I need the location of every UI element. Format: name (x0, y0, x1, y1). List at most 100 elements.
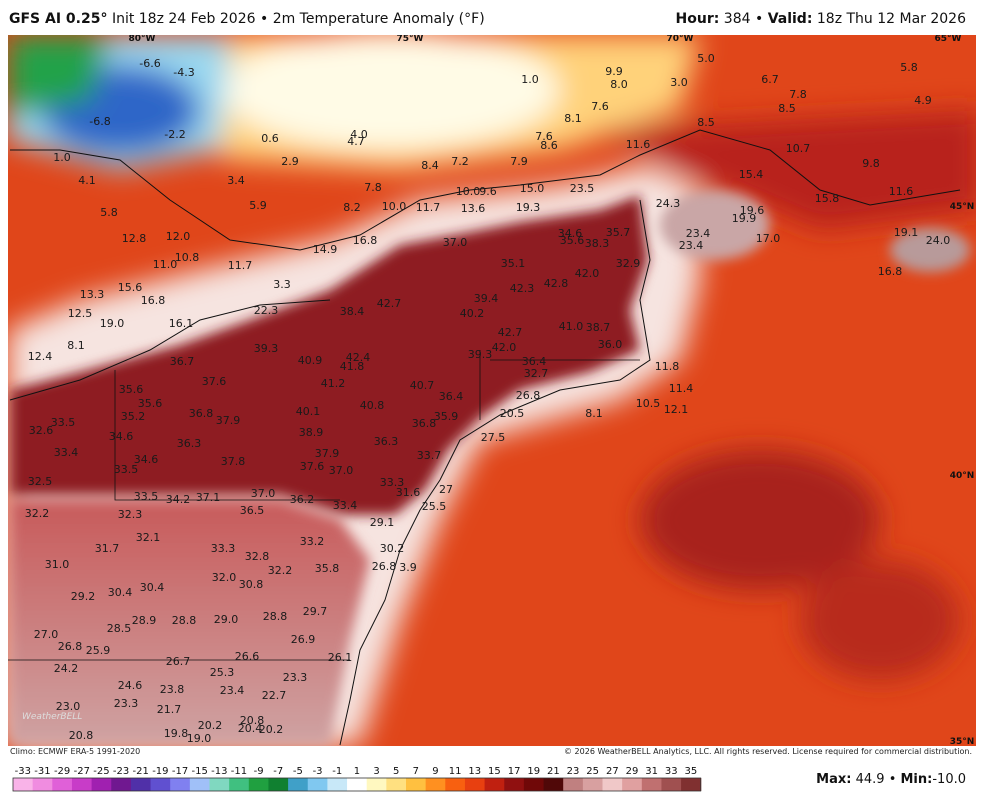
colorbar-label: 33 (665, 766, 678, 777)
map-value: 36.7 (170, 355, 195, 368)
map-value: 30.2 (380, 542, 405, 555)
color-cell (366, 778, 387, 791)
map-value: 36.5 (240, 504, 265, 517)
map-value: 28.8 (172, 614, 197, 627)
colorbar-label: -23 (113, 766, 129, 777)
map-value: 32.1 (136, 531, 161, 544)
map-value: 37.8 (221, 455, 246, 468)
map-value: 35.6 (560, 234, 585, 247)
colorbar-label: -13 (211, 766, 227, 777)
map-value: 19.0 (100, 317, 125, 330)
map-value: 16.1 (169, 317, 194, 330)
map-value: 32.9 (616, 257, 641, 270)
map-value: 24.0 (926, 234, 951, 247)
map-value: 23.5 (570, 182, 595, 195)
colorbar-label: 27 (606, 766, 619, 777)
map-value: 42.7 (498, 326, 523, 339)
map-value: 7.8 (789, 88, 807, 101)
color-cell (268, 778, 289, 791)
map-value: 27 (439, 483, 453, 496)
colorbar-label: 35 (685, 766, 698, 777)
map-value: 12.1 (664, 403, 689, 416)
map-value: 15.6 (118, 281, 143, 294)
map-value: 37.0 (443, 236, 468, 249)
map-value: 29.2 (71, 590, 96, 603)
color-cell (406, 778, 427, 791)
colorbar-label: -15 (192, 766, 208, 777)
map-value: 37.9 (216, 414, 241, 427)
map-value: 42.8 (544, 277, 569, 290)
map-value: 40.2 (460, 307, 485, 320)
map-value: 35.8 (315, 562, 340, 575)
map-value: 5.8 (100, 206, 118, 219)
map-value: 32.3 (118, 508, 143, 521)
map-value: 32.7 (524, 367, 549, 380)
map-value: 7.9 (510, 155, 528, 168)
map-value: 42.0 (575, 267, 600, 280)
colorbar-label: 17 (508, 766, 521, 777)
map-value: 33.5 (51, 416, 76, 429)
map-value: 38.3 (585, 237, 610, 250)
map-value: 30.4 (140, 581, 165, 594)
color-cell (523, 778, 545, 791)
map-value: 3.0 (670, 76, 688, 89)
map-value: 30.8 (239, 578, 264, 591)
map-value: 35.7 (606, 226, 631, 239)
colorbar-label: 7 (413, 766, 419, 777)
colorbar-label: -9 (254, 766, 264, 777)
min: -10.0 (932, 772, 966, 787)
map-value: 2.9 (281, 155, 299, 168)
map-value: 35.6 (138, 397, 163, 410)
map-value: 20.8 (240, 714, 265, 727)
colorbar-label: -27 (74, 766, 90, 777)
field: 2m Temperature Anomaly (°F) (272, 11, 485, 27)
map-value: 8.0 (610, 78, 628, 91)
map-value: 15.4 (739, 168, 764, 181)
color-cell (327, 778, 348, 791)
map-value: 36.3 (177, 437, 202, 450)
map-value: 3.4 (227, 174, 245, 187)
color-cell (563, 778, 584, 791)
map-value: 20.2 (198, 719, 223, 732)
map-value: 24.3 (656, 197, 681, 210)
map-value: 24.6 (118, 679, 143, 692)
map-value: 23.4 (679, 239, 704, 252)
color-cell (386, 778, 407, 791)
header-left: GFS AI 0.25° Init 18z 24 Feb 2026 • 2m T… (9, 11, 485, 27)
map-value: 13.3 (80, 288, 105, 301)
map-value: 32.8 (245, 550, 270, 563)
map-value: 42.0 (492, 341, 517, 354)
map-value: 38.4 (340, 305, 365, 318)
map-value: 29.1 (370, 516, 395, 529)
color-cell (229, 778, 250, 791)
map-value: 26.6 (235, 650, 260, 663)
color-cell (32, 778, 53, 791)
map-value: 11.7 (228, 259, 253, 272)
map-value: 28.9 (132, 614, 157, 627)
climo: Climo: ECMWF ERA-5 1991-2020 (10, 747, 141, 756)
color-cell (582, 778, 603, 791)
map-value: 32.0 (212, 571, 237, 584)
map-value: 33.5 (114, 463, 139, 476)
map-value: 31.0 (45, 558, 70, 571)
map-value: 7.6 (535, 130, 553, 143)
map-value: 10.5 (636, 397, 661, 410)
map-value: 10.7 (786, 142, 811, 155)
map-value: 12.4 (28, 350, 53, 363)
map-value: 25.3 (210, 666, 235, 679)
map-value: 33.5 (134, 490, 159, 503)
map-value: 13.6 (461, 202, 486, 215)
color-cell (52, 778, 73, 791)
map-value: 10.0 (456, 185, 481, 198)
copyright: © 2026 WeatherBELL Analytics, LLC. All r… (564, 747, 972, 756)
map-value: 40.8 (360, 399, 385, 412)
map-value: 4.7 (347, 135, 365, 148)
color-cell (622, 778, 643, 791)
map-value: 42.7 (377, 297, 402, 310)
colorbar-label: -33 (15, 766, 31, 777)
map-value: 6.7 (761, 73, 779, 86)
map-value: 37.6 (300, 460, 325, 473)
map-value: 4.0 (350, 128, 368, 141)
map-value: 21.7 (157, 703, 182, 716)
